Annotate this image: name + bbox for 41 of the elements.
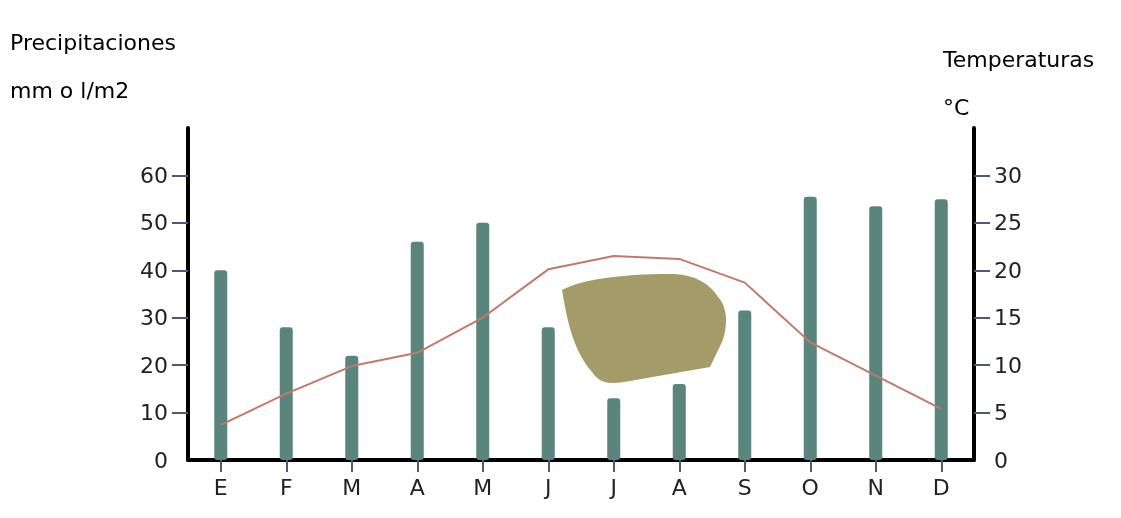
bar [541, 327, 555, 460]
bar [279, 327, 293, 460]
x-tick-label: N [867, 474, 884, 500]
x-tick-label: S [737, 474, 752, 500]
bar [738, 310, 752, 460]
y2-tick-label: 0 [994, 447, 1008, 473]
y2-tick-label: 5 [994, 400, 1008, 426]
x-tick-label: J [608, 474, 617, 500]
y-tick-label: 50 [140, 210, 168, 236]
x-tick-label: E [213, 474, 228, 500]
x-tick-label: J [543, 474, 552, 500]
x-tick-label: O [801, 474, 819, 500]
y-tick-label: 10 [140, 400, 168, 426]
bar [214, 270, 228, 460]
x-tick-label: M [473, 474, 493, 500]
y-tick-label: 30 [140, 305, 168, 331]
bar [476, 222, 490, 460]
y2-tick-label: 15 [994, 305, 1022, 331]
bar [410, 241, 424, 460]
x-tick-label: A [409, 474, 425, 500]
y-tick-label: 20 [140, 352, 168, 378]
x-tick-label: M [342, 474, 362, 500]
x-tick-label: F [279, 474, 293, 500]
bar [934, 199, 948, 460]
bar [803, 196, 817, 460]
y-axis-title: Precipitaciones mm o l/m2 [10, 29, 183, 103]
bar [869, 206, 883, 460]
y2-tick-label: 20 [994, 257, 1022, 283]
bar [672, 384, 686, 460]
line-series [219, 255, 943, 426]
y-tick-label: 0 [154, 447, 168, 473]
y-tick-label: 40 [140, 257, 168, 283]
y-tick-label: 60 [140, 162, 168, 188]
y2-tick-label: 10 [994, 352, 1022, 378]
x-tick-label: A [671, 474, 687, 500]
bar [345, 355, 359, 460]
x-tick-label: D [932, 474, 950, 500]
y2-tick-label: 30 [994, 162, 1022, 188]
bar [607, 398, 621, 460]
y2-axis-title: Temperaturas °C [942, 46, 1102, 120]
y2-tick-label: 25 [994, 210, 1022, 236]
